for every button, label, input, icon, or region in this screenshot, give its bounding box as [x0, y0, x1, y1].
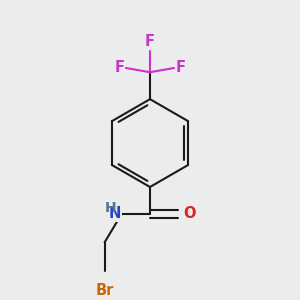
Text: Br: Br [95, 283, 114, 298]
Text: F: F [176, 61, 185, 76]
Text: O: O [183, 206, 196, 221]
Text: F: F [115, 61, 124, 76]
Text: F: F [145, 34, 155, 49]
Text: H: H [105, 201, 117, 215]
Text: N: N [108, 206, 121, 221]
